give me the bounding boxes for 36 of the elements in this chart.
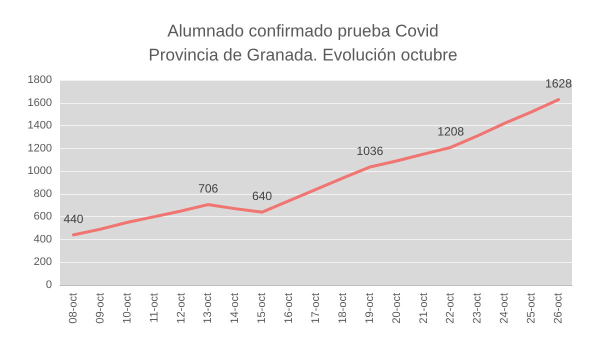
x-tick-label: 23-oct [472, 293, 484, 324]
chart-title: Alumnado confirmado prueba Covid Provincia de Granada. Evolución octubre [148, 22, 458, 64]
data-label: 1628 [545, 76, 572, 91]
y-tick-label: 1400 [28, 120, 52, 132]
x-tick-label: 08-oct [67, 293, 80, 324]
x-tick-label: 19-oct [364, 293, 376, 324]
x-tick-label: 26-oct [552, 293, 565, 324]
x-tick-label: 21-oct [418, 293, 430, 324]
data-label: 640 [252, 189, 272, 204]
x-tick-label: 15-oct [256, 293, 268, 324]
y-tick-label: 0 [46, 279, 52, 291]
data-label: 706 [198, 182, 219, 196]
x-tick-label: 12-oct [175, 293, 188, 324]
y-tick-label: 400 [34, 233, 52, 246]
x-tick-label: 16-oct [283, 293, 296, 324]
y-tick-label: 800 [34, 188, 52, 200]
x-tick-label: 20-oct [390, 293, 403, 324]
y-tick-label: 1800 [28, 74, 52, 86]
x-tick-label: 24-oct [498, 293, 511, 324]
x-tick-label: 09-oct [94, 293, 106, 324]
x-tick-label: 11-oct [148, 293, 160, 323]
y-tick-label: 600 [34, 210, 52, 223]
data-label: 1036 [356, 144, 384, 158]
x-tick-label: 22-oct [444, 293, 457, 324]
data-label: 1208 [437, 124, 464, 138]
x-tick-label: 10-oct [121, 293, 134, 324]
x-tick-label: 25-oct [526, 293, 538, 324]
x-tick-label: 17-oct [310, 293, 322, 324]
y-tick-label: 1000 [28, 165, 52, 178]
x-tick-label: 13-oct [202, 293, 214, 324]
x-tick-label: 14-oct [229, 293, 242, 324]
y-tick-label: 1600 [28, 96, 52, 109]
x-tick-label: 18-oct [336, 293, 349, 324]
data-label: 440 [63, 212, 84, 226]
y-tick-label: 200 [34, 256, 52, 268]
y-tick-label: 1200 [28, 142, 52, 154]
